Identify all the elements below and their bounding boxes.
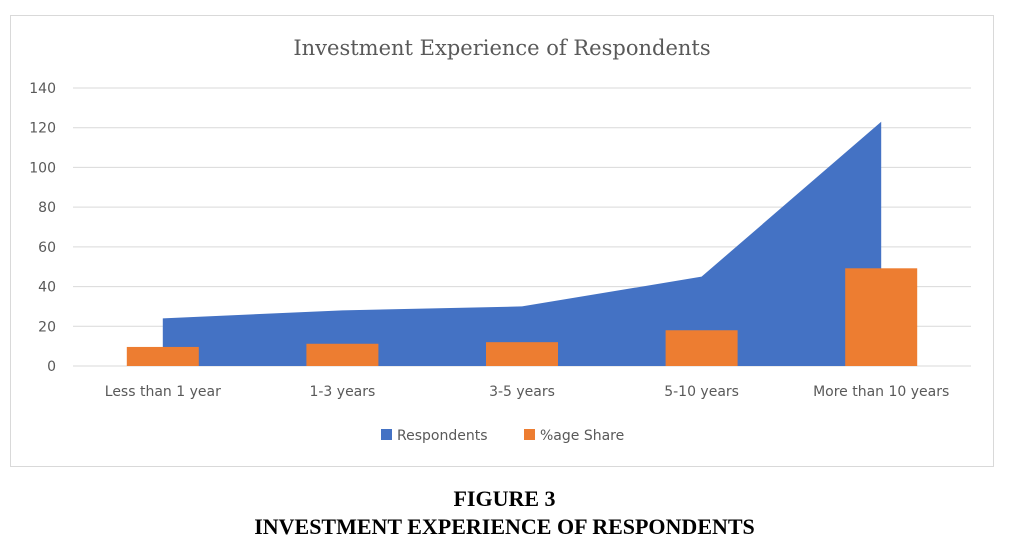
chart: Investment Experience of Respondents 0 20… (29, 36, 971, 444)
y-tick-label: 0 (47, 359, 56, 375)
y-tick-label: 20 (38, 319, 56, 335)
x-tick-label: 1-3 years (309, 384, 375, 400)
x-tick-label: 3-5 years (489, 384, 555, 400)
y-tick-label: 100 (29, 160, 56, 176)
x-tick-label: Less than 1 year (105, 384, 221, 400)
share-bar (126, 346, 199, 366)
x-tick-label: 5-10 years (664, 384, 739, 400)
y-tick-label: 120 (29, 121, 56, 137)
respondents-area-series (162, 121, 882, 366)
figure-label: FIGURE 3 (453, 486, 556, 511)
share-bar (486, 342, 558, 366)
share-bar-series (126, 268, 918, 366)
share-bar (306, 343, 379, 366)
y-tick-label: 80 (38, 200, 56, 216)
respondents-area (162, 121, 882, 366)
y-tick-label: 140 (29, 81, 56, 97)
chart-title: Investment Experience of Respondents (293, 36, 710, 60)
x-axis-tick-labels: Less than 1 year 1-3 years 3-5 years 5-10 y… (105, 384, 950, 400)
y-axis-tick-labels: 0 20 40 60 80 100 120 140 (29, 81, 56, 375)
y-tick-label: 60 (38, 240, 56, 256)
figure-title: INVESTMENT EXPERIENCE OF RESPONDENTS (254, 514, 755, 539)
legend: Respondents %age Share (381, 428, 624, 444)
x-tick-label: More than 10 years (813, 384, 949, 400)
share-bar (665, 330, 738, 366)
legend-swatch (524, 429, 535, 440)
legend-label: %age Share (540, 428, 624, 444)
share-bar (845, 268, 918, 366)
y-tick-label: 40 (38, 280, 56, 296)
legend-label: Respondents (397, 428, 488, 444)
legend-swatch (381, 429, 392, 440)
